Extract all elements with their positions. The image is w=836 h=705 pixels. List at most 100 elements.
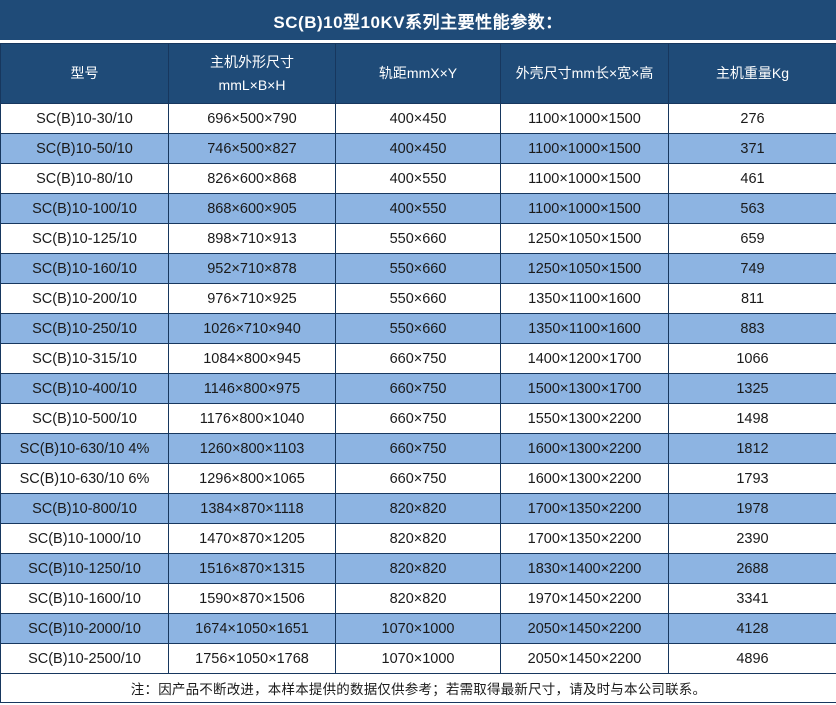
table-cell: 550×660 (335, 283, 501, 314)
table-cell: 749 (668, 253, 836, 284)
table-body: SC(B)10-30/10 696×500×790 400×450 1100×1000… (0, 103, 836, 674)
table-cell: 1500×1300×1700 (500, 373, 669, 404)
table-row: SC(B)10-630/10 4% 1260×800×1103 660×750 160… (0, 433, 836, 464)
page-title: SC(B)10型10KV系列主要性能参数： (0, 0, 836, 40)
table-cell: SC(B)10-1000/10 (0, 523, 169, 554)
table-cell: 1830×1400×2200 (500, 553, 669, 584)
table-cell: 660×750 (335, 463, 501, 494)
table-row: SC(B)10-125/10 898×710×913 550×660 1250×105… (0, 223, 836, 254)
table-cell: 660×750 (335, 403, 501, 434)
column-header-weight: 主机重量Kg (668, 43, 836, 104)
table-cell: 2390 (668, 523, 836, 554)
spec-table: 型号 主机外形尺寸 mmL×B×H 轨距mmX×Y 外壳尺寸mm长×宽×高 主机… (0, 43, 836, 703)
table-cell: 1100×1000×1500 (500, 193, 669, 224)
table-cell: 952×710×878 (168, 253, 336, 284)
table-cell: SC(B)10-200/10 (0, 283, 169, 314)
table-cell: 1296×800×1065 (168, 463, 336, 494)
table-cell: 976×710×925 (168, 283, 336, 314)
table-cell: 746×500×827 (168, 133, 336, 164)
table-row: SC(B)10-315/10 1084×800×945 660×750 1400×12… (0, 343, 836, 374)
table-cell: 1260×800×1103 (168, 433, 336, 464)
table-cell: 1793 (668, 463, 836, 494)
table-cell: SC(B)10-2000/10 (0, 613, 169, 644)
table-cell: 4896 (668, 643, 836, 674)
table-cell: 1100×1000×1500 (500, 133, 669, 164)
table-cell: 1070×1000 (335, 643, 501, 674)
table-cell: 868×600×905 (168, 193, 336, 224)
table-cell: 2050×1450×2200 (500, 613, 669, 644)
table-cell: 660×750 (335, 373, 501, 404)
table-cell: 660×750 (335, 343, 501, 374)
table-cell: 563 (668, 193, 836, 224)
table-cell: 1978 (668, 493, 836, 524)
table-cell: 1600×1300×2200 (500, 433, 669, 464)
table-cell: 1700×1350×2200 (500, 493, 669, 524)
table-cell: 461 (668, 163, 836, 194)
table-cell: 1250×1050×1500 (500, 223, 669, 254)
table-cell: 659 (668, 223, 836, 254)
table-row: SC(B)10-500/10 1176×800×1040 660×750 1550×1… (0, 403, 836, 434)
table-cell: 1350×1100×1600 (500, 313, 669, 344)
table-row: SC(B)10-1250/10 1516×870×1315 820×820 1830×… (0, 553, 836, 584)
table-cell: 820×820 (335, 583, 501, 614)
table-cell: 1498 (668, 403, 836, 434)
table-cell: 550×660 (335, 253, 501, 284)
table-footer: 注：因产品不断改进，本样本提供的数据仅供参考；若需取得最新尺寸，请及时与本公司联… (0, 673, 836, 703)
table-cell: 820×820 (335, 523, 501, 554)
table-row: SC(B)10-100/10 868×600×905 400×550 1100×100… (0, 193, 836, 224)
table-row: SC(B)10-2000/10 1674×1050×1651 1070×1000 20… (0, 613, 836, 644)
table-cell: 898×710×913 (168, 223, 336, 254)
table-cell: 1384×870×1118 (168, 493, 336, 524)
table-cell: 1516×870×1315 (168, 553, 336, 584)
table-header-row: 型号 主机外形尺寸 mmL×B×H 轨距mmX×Y 外壳尺寸mm长×宽×高 主机… (0, 43, 836, 104)
table-cell: SC(B)10-1250/10 (0, 553, 169, 584)
note-row: 注：因产品不断改进，本样本提供的数据仅供参考；若需取得最新尺寸，请及时与本公司联… (0, 673, 836, 703)
table-cell: 4128 (668, 613, 836, 644)
table-cell: 883 (668, 313, 836, 344)
table-row: SC(B)10-2500/10 1756×1050×1768 1070×1000 20… (0, 643, 836, 674)
table-cell: 1700×1350×2200 (500, 523, 669, 554)
table-row: SC(B)10-200/10 976×710×925 550×660 1350×110… (0, 283, 836, 314)
table-cell: 2688 (668, 553, 836, 584)
table-row: SC(B)10-1600/10 1590×870×1506 820×820 1970×… (0, 583, 836, 614)
table-cell: 1070×1000 (335, 613, 501, 644)
column-header-model: 型号 (0, 43, 169, 104)
table-cell: 3341 (668, 583, 836, 614)
table-row: SC(B)10-400/10 1146×800×975 660×750 1500×13… (0, 373, 836, 404)
table-cell: 550×660 (335, 313, 501, 344)
table-cell: 1250×1050×1500 (500, 253, 669, 284)
table-cell: 1600×1300×2200 (500, 463, 669, 494)
table-cell: 1756×1050×1768 (168, 643, 336, 674)
table-cell: 400×450 (335, 103, 501, 134)
table-cell: 1400×1200×1700 (500, 343, 669, 374)
table-cell: 1084×800×945 (168, 343, 336, 374)
table-cell: 400×550 (335, 193, 501, 224)
table-cell: 1066 (668, 343, 836, 374)
table-cell: SC(B)10-125/10 (0, 223, 169, 254)
table-cell: SC(B)10-250/10 (0, 313, 169, 344)
table-cell: 1100×1000×1500 (500, 163, 669, 194)
table-cell: 1026×710×940 (168, 313, 336, 344)
table-cell: SC(B)10-50/10 (0, 133, 169, 164)
table-cell: 1350×1100×1600 (500, 283, 669, 314)
table-cell: SC(B)10-2500/10 (0, 643, 169, 674)
table-row: SC(B)10-50/10 746×500×827 400×450 1100×1000… (0, 133, 836, 164)
column-header-shell-size: 外壳尺寸mm长×宽×高 (500, 43, 669, 104)
table-cell: 1674×1050×1651 (168, 613, 336, 644)
table-cell: 400×450 (335, 133, 501, 164)
table-cell: 400×550 (335, 163, 501, 194)
table-row: SC(B)10-160/10 952×710×878 550×660 1250×105… (0, 253, 836, 284)
table-cell: SC(B)10-315/10 (0, 343, 169, 374)
table-cell: SC(B)10-1600/10 (0, 583, 169, 614)
table-cell: 1970×1450×2200 (500, 583, 669, 614)
table-row: SC(B)10-630/10 6% 1296×800×1065 660×750 160… (0, 463, 836, 494)
table-cell: SC(B)10-80/10 (0, 163, 169, 194)
table-cell: 1590×870×1506 (168, 583, 336, 614)
table-cell: 696×500×790 (168, 103, 336, 134)
column-header-rail-gauge: 轨距mmX×Y (335, 43, 501, 104)
table-cell: 2050×1450×2200 (500, 643, 669, 674)
table-cell: SC(B)10-630/10 4% (0, 433, 169, 464)
table-cell: SC(B)10-500/10 (0, 403, 169, 434)
table-row: SC(B)10-1000/10 1470×870×1205 820×820 1700×… (0, 523, 836, 554)
